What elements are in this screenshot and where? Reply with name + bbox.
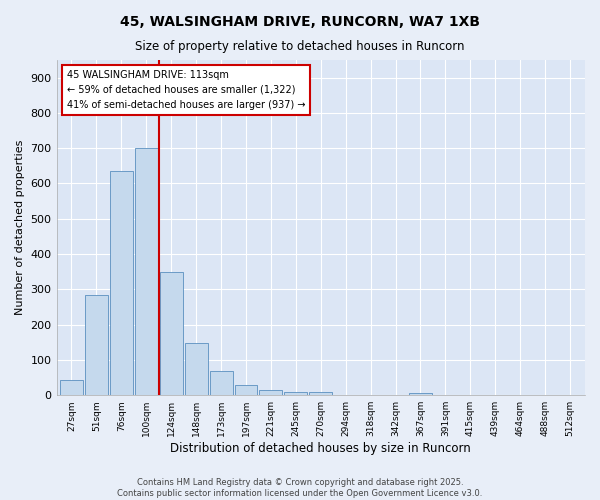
Bar	[235, 386, 257, 395]
Bar	[135, 148, 158, 395]
Y-axis label: Number of detached properties: Number of detached properties	[15, 140, 25, 316]
Bar	[409, 394, 432, 395]
Bar	[110, 171, 133, 395]
Bar	[310, 392, 332, 395]
Bar	[60, 380, 83, 395]
Bar	[185, 343, 208, 395]
Text: 45, WALSINGHAM DRIVE, RUNCORN, WA7 1XB: 45, WALSINGHAM DRIVE, RUNCORN, WA7 1XB	[120, 15, 480, 29]
Text: Contains HM Land Registry data © Crown copyright and database right 2025.
Contai: Contains HM Land Registry data © Crown c…	[118, 478, 482, 498]
Text: Size of property relative to detached houses in Runcorn: Size of property relative to detached ho…	[135, 40, 465, 53]
Bar	[160, 272, 182, 395]
Bar	[209, 371, 233, 395]
Bar	[85, 296, 108, 395]
Bar	[259, 390, 283, 395]
Bar	[284, 392, 307, 395]
X-axis label: Distribution of detached houses by size in Runcorn: Distribution of detached houses by size …	[170, 442, 471, 455]
Text: 45 WALSINGHAM DRIVE: 113sqm
← 59% of detached houses are smaller (1,322)
41% of : 45 WALSINGHAM DRIVE: 113sqm ← 59% of det…	[67, 70, 305, 110]
